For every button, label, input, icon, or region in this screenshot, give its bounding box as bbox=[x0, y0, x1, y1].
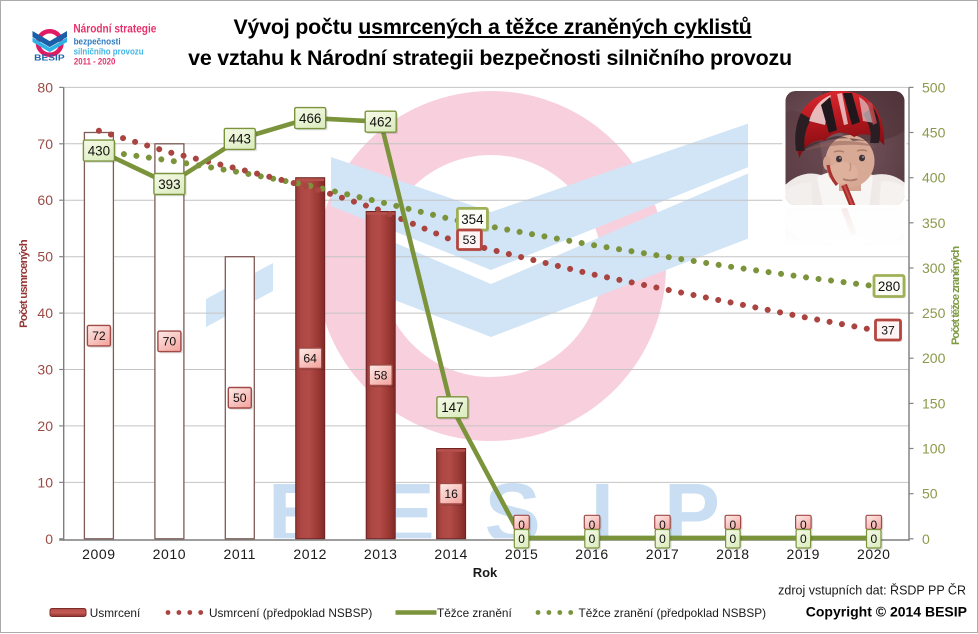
svg-text:462: 462 bbox=[370, 115, 392, 130]
svg-text:Copyright © 2014 BESIP: Copyright © 2014 BESIP bbox=[806, 604, 967, 620]
svg-text:2019: 2019 bbox=[787, 546, 821, 562]
svg-text:2010: 2010 bbox=[153, 546, 187, 562]
svg-text:BESIP: BESIP bbox=[34, 53, 64, 62]
svg-text:0: 0 bbox=[45, 531, 53, 547]
svg-text:0: 0 bbox=[730, 532, 737, 546]
svg-text:393: 393 bbox=[158, 177, 180, 192]
svg-text:150: 150 bbox=[922, 395, 946, 411]
svg-text:147: 147 bbox=[441, 400, 463, 415]
svg-text:silničního provozu: silničního provozu bbox=[74, 47, 144, 58]
svg-text:zdroj vstupních dat: ŘSDP PP Č: zdroj vstupních dat: ŘSDP PP ČR bbox=[778, 583, 966, 598]
svg-text:2020: 2020 bbox=[857, 546, 891, 562]
svg-text:0: 0 bbox=[870, 518, 877, 532]
svg-text:280: 280 bbox=[878, 279, 900, 294]
svg-text:Národní strategie: Národní strategie bbox=[73, 24, 156, 36]
svg-text:500: 500 bbox=[922, 79, 946, 95]
svg-text:2012: 2012 bbox=[293, 546, 327, 562]
svg-text:70: 70 bbox=[37, 136, 53, 152]
svg-text:350: 350 bbox=[922, 215, 946, 231]
svg-text:50: 50 bbox=[37, 249, 53, 265]
svg-text:300: 300 bbox=[922, 260, 946, 276]
svg-text:bezpečnosti: bezpečnosti bbox=[74, 36, 121, 47]
svg-text:2015: 2015 bbox=[505, 546, 539, 562]
svg-text:2011: 2011 bbox=[224, 546, 257, 562]
svg-text:0: 0 bbox=[518, 532, 525, 546]
svg-text:40: 40 bbox=[37, 305, 53, 321]
svg-text:Usmrcení: Usmrcení bbox=[90, 606, 141, 620]
svg-text:2016: 2016 bbox=[575, 546, 609, 562]
svg-text:Těžce zranění (předpoklad NSBS: Těžce zranění (předpoklad NSBSP) bbox=[579, 606, 767, 620]
svg-text:Počet usmrcených: Počet usmrcených bbox=[18, 239, 30, 328]
svg-text:70: 70 bbox=[163, 335, 177, 349]
svg-text:2013: 2013 bbox=[364, 546, 398, 562]
svg-text:37: 37 bbox=[881, 323, 895, 337]
svg-text:Rok: Rok bbox=[473, 565, 498, 580]
svg-text:50: 50 bbox=[233, 391, 247, 405]
svg-text:64: 64 bbox=[303, 352, 317, 366]
svg-text:50: 50 bbox=[922, 486, 938, 502]
svg-text:0: 0 bbox=[870, 532, 877, 546]
svg-text:Usmrcení (předpoklad NSBSP): Usmrcení (předpoklad NSBSP) bbox=[209, 606, 372, 620]
svg-text:10: 10 bbox=[37, 474, 53, 490]
svg-text:2017: 2017 bbox=[646, 546, 680, 562]
svg-text:450: 450 bbox=[922, 125, 946, 141]
svg-text:BESIP: BESIP bbox=[268, 466, 770, 560]
svg-text:80: 80 bbox=[37, 79, 53, 95]
svg-text:466: 466 bbox=[299, 111, 321, 126]
svg-text:443: 443 bbox=[229, 132, 251, 147]
svg-text:2009: 2009 bbox=[82, 546, 116, 562]
svg-text:200: 200 bbox=[922, 350, 946, 366]
svg-text:0: 0 bbox=[800, 532, 807, 546]
svg-text:354: 354 bbox=[461, 212, 484, 227]
svg-text:2014: 2014 bbox=[434, 546, 468, 562]
svg-text:0: 0 bbox=[659, 518, 666, 532]
svg-text:0: 0 bbox=[730, 518, 737, 532]
svg-text:Těžce zranění: Těžce zranění bbox=[437, 606, 512, 620]
svg-text:430: 430 bbox=[88, 143, 110, 158]
svg-text:Počet těžce zraněných: Počet těžce zraněných bbox=[950, 246, 962, 345]
svg-text:72: 72 bbox=[92, 329, 106, 343]
svg-text:0: 0 bbox=[518, 518, 525, 532]
svg-text:58: 58 bbox=[374, 369, 388, 383]
svg-text:400: 400 bbox=[922, 170, 946, 186]
svg-text:60: 60 bbox=[37, 192, 53, 208]
svg-text:0: 0 bbox=[659, 532, 666, 546]
svg-text:53: 53 bbox=[463, 233, 477, 247]
svg-text:100: 100 bbox=[922, 441, 946, 457]
svg-text:0: 0 bbox=[800, 518, 807, 532]
svg-text:0: 0 bbox=[922, 531, 930, 547]
svg-text:30: 30 bbox=[37, 362, 53, 378]
svg-text:16: 16 bbox=[444, 487, 458, 501]
svg-text:0: 0 bbox=[589, 532, 596, 546]
svg-text:2018: 2018 bbox=[716, 546, 750, 562]
svg-text:20: 20 bbox=[37, 418, 53, 434]
svg-text:0: 0 bbox=[589, 518, 596, 532]
svg-text:2011 - 2020: 2011 - 2020 bbox=[74, 56, 116, 67]
svg-text:250: 250 bbox=[922, 305, 946, 321]
